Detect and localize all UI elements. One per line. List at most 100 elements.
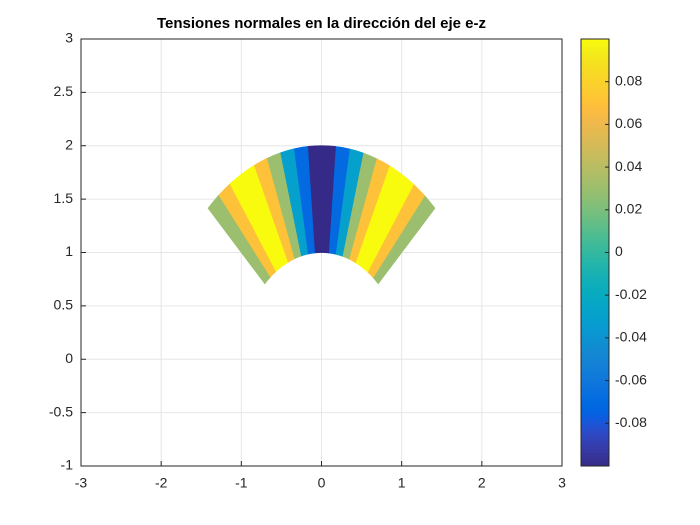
colorbar-swatch bbox=[581, 432, 609, 437]
colorbar-swatch bbox=[581, 92, 609, 97]
colorbar-swatch bbox=[581, 172, 609, 177]
colorbar-tick-label: 0.08 bbox=[615, 72, 642, 88]
colorbar-swatch bbox=[581, 422, 609, 427]
colorbar-swatch bbox=[581, 115, 609, 120]
colorbar-swatch bbox=[581, 375, 609, 380]
colorbar-swatch bbox=[581, 52, 609, 57]
colorbar-swatch bbox=[581, 65, 609, 70]
colorbar-swatch bbox=[581, 345, 609, 350]
colorbar-swatch bbox=[581, 312, 609, 317]
colorbar-swatch bbox=[581, 362, 609, 367]
colorbar-swatch bbox=[581, 235, 609, 240]
colorbar-tick-label: 0.04 bbox=[615, 158, 642, 174]
field-cell bbox=[207, 195, 271, 285]
colorbar-swatch bbox=[581, 272, 609, 277]
colorbar-swatch bbox=[581, 79, 609, 83]
colorbar-tick-label: 0.02 bbox=[615, 201, 642, 217]
colorbar-swatch bbox=[581, 245, 609, 250]
colorbar-swatch bbox=[581, 102, 609, 107]
colorbar-swatch bbox=[581, 152, 609, 157]
colorbar-swatch bbox=[581, 242, 609, 247]
colorbar-swatch bbox=[581, 202, 609, 207]
colorbar-swatch bbox=[581, 385, 609, 390]
colorbar-swatch bbox=[581, 259, 609, 264]
colorbar-swatch bbox=[581, 229, 609, 233]
colorbar-swatch bbox=[581, 175, 609, 180]
colorbar-swatch bbox=[581, 352, 609, 357]
colorbar-swatch bbox=[581, 332, 609, 337]
colorbar-swatch bbox=[581, 179, 609, 183]
colorbar-tick-label: -0.06 bbox=[615, 371, 647, 387]
colorbar-tick-label: -0.04 bbox=[615, 329, 647, 345]
colorbar-swatch bbox=[581, 322, 609, 327]
colorbar-swatch bbox=[581, 252, 609, 257]
x-tick-label: 0 bbox=[318, 475, 326, 491]
colorbar-swatch bbox=[581, 69, 609, 73]
colorbar-swatch bbox=[581, 382, 609, 387]
colorbar-swatch bbox=[581, 305, 609, 310]
colorbar-swatch bbox=[581, 45, 609, 50]
colorbar-swatch bbox=[581, 292, 609, 297]
colorbar-swatch bbox=[581, 342, 609, 347]
y-tick-label: 3 bbox=[65, 30, 73, 46]
colorbar-swatch bbox=[581, 95, 609, 100]
colorbar-swatch bbox=[581, 419, 609, 424]
y-tick-label: 1 bbox=[65, 243, 73, 259]
y-tick-label: 1.5 bbox=[54, 190, 74, 206]
colorbar-swatch bbox=[581, 159, 609, 163]
colorbar-swatch bbox=[581, 289, 609, 294]
colorbar-swatch bbox=[581, 225, 609, 230]
colorbar-swatch bbox=[581, 405, 609, 410]
colorbar-swatch bbox=[581, 265, 609, 270]
colorbar-swatch bbox=[581, 109, 609, 113]
colorbar-tick-label: 0.06 bbox=[615, 115, 642, 131]
colorbar-swatch bbox=[581, 185, 609, 190]
colorbar-swatch bbox=[581, 62, 609, 67]
x-tick-label: -1 bbox=[235, 475, 248, 491]
y-tick-label: 2 bbox=[65, 136, 73, 152]
colorbar-swatch bbox=[581, 392, 609, 397]
colorbar-swatch bbox=[581, 72, 609, 77]
colorbar-swatch bbox=[581, 282, 609, 287]
colorbar-swatch bbox=[581, 462, 609, 467]
colorbar-swatch bbox=[581, 182, 609, 187]
colorbar-swatch bbox=[581, 89, 609, 93]
colorbar-swatch bbox=[581, 212, 609, 217]
colorbar-swatch bbox=[581, 325, 609, 330]
colorbar-swatch bbox=[581, 255, 609, 260]
colorbar-swatch bbox=[581, 142, 609, 147]
colorbar-swatch bbox=[581, 135, 609, 140]
colorbar-swatch bbox=[581, 149, 609, 153]
colorbar-swatch bbox=[581, 139, 609, 143]
colorbar-swatch bbox=[581, 395, 609, 400]
colorbar-swatch bbox=[581, 389, 609, 394]
colorbar-swatch bbox=[581, 162, 609, 167]
colorbar-swatch bbox=[581, 165, 609, 170]
y-tick-label: 2.5 bbox=[54, 83, 74, 99]
colorbar-tick-label: -0.02 bbox=[615, 286, 647, 302]
colorbar-swatch bbox=[581, 449, 609, 454]
colorbar-swatch bbox=[581, 215, 609, 220]
colorbar-swatch bbox=[581, 295, 609, 300]
colorbar-swatch bbox=[581, 275, 609, 280]
colorbar-swatch bbox=[581, 132, 609, 137]
colorbar-swatch bbox=[581, 49, 609, 53]
colorbar-swatch bbox=[581, 335, 609, 340]
colorbar-swatch bbox=[581, 315, 609, 320]
colorbar-swatch bbox=[581, 339, 609, 344]
colorbar-swatch bbox=[581, 145, 609, 150]
chart-title: Tensiones normales en la dirección del e… bbox=[157, 15, 486, 32]
colorbar-swatch bbox=[581, 55, 609, 60]
x-tick-label: -2 bbox=[155, 475, 168, 491]
x-tick-label: 3 bbox=[558, 475, 566, 491]
colorbar-swatch bbox=[581, 379, 609, 384]
colorbar-swatch bbox=[581, 435, 609, 440]
colorbar-swatch bbox=[581, 222, 609, 227]
colorbar-swatch bbox=[581, 155, 609, 160]
colorbar-swatch bbox=[581, 99, 609, 103]
colorbar-swatch bbox=[581, 209, 609, 213]
colorbar-swatch bbox=[581, 205, 609, 210]
colorbar-swatch bbox=[581, 219, 609, 223]
colorbar-swatch bbox=[581, 75, 609, 80]
